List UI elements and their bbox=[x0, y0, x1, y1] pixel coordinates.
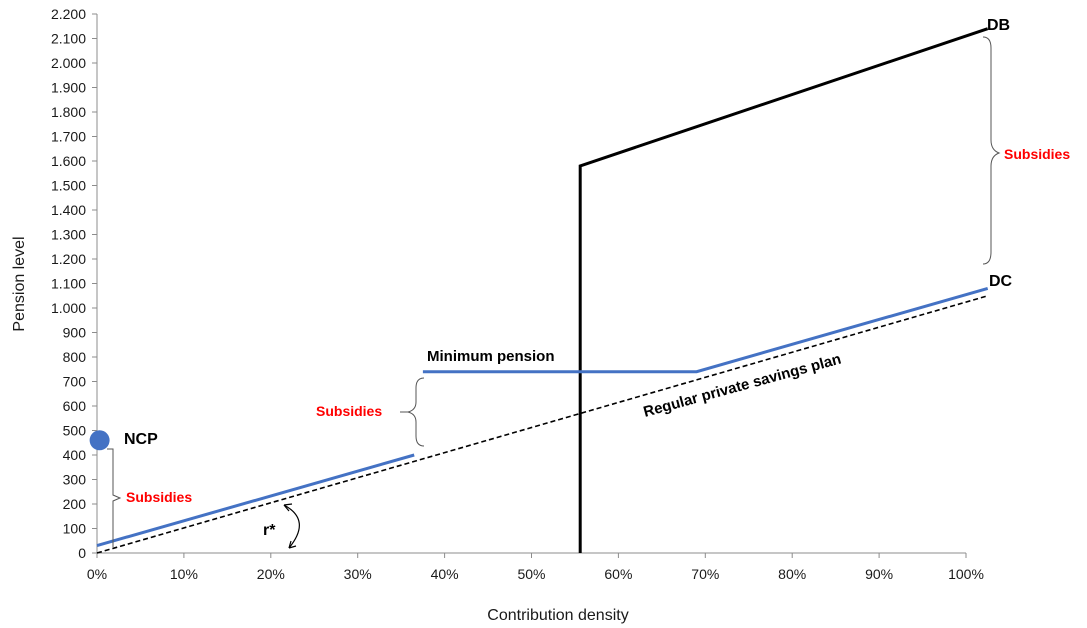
series-lines bbox=[89, 27, 989, 554]
x-tick-label: 60% bbox=[604, 566, 632, 582]
subsidies-ncp-label: Subsidies bbox=[126, 489, 192, 505]
annotations bbox=[107, 36, 1001, 549]
rate-arc-arrow-bottom bbox=[288, 540, 297, 549]
y-tick-label: 400 bbox=[63, 447, 87, 463]
series-line-dc bbox=[422, 286, 989, 374]
rate-arc-arrow-top bbox=[283, 503, 293, 512]
ncp-label: NCP bbox=[124, 431, 158, 448]
series-line-dc bbox=[96, 453, 415, 548]
subsidies-db-brace bbox=[982, 36, 1001, 265]
subsidies-min-label: Subsidies bbox=[316, 403, 382, 419]
x-tick-label: 80% bbox=[778, 566, 806, 582]
y-tick-label: 1.100 bbox=[51, 276, 86, 292]
series-line-regular-private-savings-plan bbox=[96, 295, 988, 554]
subsidies-min-brace bbox=[407, 377, 425, 447]
y-tick-label: 300 bbox=[63, 472, 87, 488]
subsidies-db-label: Subsidies bbox=[1004, 146, 1070, 162]
y-tick-label: 800 bbox=[63, 349, 87, 365]
y-tick-label: 700 bbox=[63, 374, 87, 390]
minimum-pension-label: Minimum pension bbox=[427, 348, 555, 365]
y-tick-label: 1.600 bbox=[51, 153, 86, 169]
y-tick-label: 1.900 bbox=[51, 80, 86, 96]
rate-label: r* bbox=[263, 522, 276, 539]
subsidies-ncp-brace bbox=[107, 448, 122, 547]
x-tick-label: 100% bbox=[948, 566, 984, 582]
ncp-point bbox=[89, 430, 110, 451]
y-tick-label: 500 bbox=[63, 423, 87, 439]
y-tick-label: 900 bbox=[63, 325, 87, 341]
dc-label: DC bbox=[989, 273, 1013, 290]
y-tick-label: 1.800 bbox=[51, 104, 86, 120]
x-tick-label: 70% bbox=[691, 566, 719, 582]
x-tick-label: 10% bbox=[170, 566, 198, 582]
db-label: DB bbox=[987, 17, 1010, 34]
axes bbox=[92, 13, 967, 558]
y-tick-label: 2.000 bbox=[51, 55, 86, 71]
y-tick-label: 1.200 bbox=[51, 251, 86, 267]
x-tick-label: 40% bbox=[431, 566, 459, 582]
regular-plan-label: Regular private savings plan bbox=[642, 351, 843, 421]
series-line-db bbox=[578, 27, 989, 553]
x-tick-label: 30% bbox=[344, 566, 372, 582]
y-tick-label: 1.300 bbox=[51, 227, 86, 243]
y-tick-label: 1.700 bbox=[51, 129, 86, 145]
rate-arc bbox=[283, 504, 300, 549]
x-tick-label: 90% bbox=[865, 566, 893, 582]
y-tick-label: 100 bbox=[63, 521, 87, 537]
y-axis-title: Pension level bbox=[11, 236, 28, 331]
x-tick-label: 50% bbox=[517, 566, 545, 582]
y-tick-label: 600 bbox=[63, 398, 87, 414]
y-tick-label: 200 bbox=[63, 496, 87, 512]
y-tick-label: 2.200 bbox=[51, 6, 86, 22]
y-tick-label: 1.000 bbox=[51, 300, 86, 316]
y-tick-label: 1.400 bbox=[51, 202, 86, 218]
y-tick-label: 2.100 bbox=[51, 31, 86, 47]
x-tick-label: 0% bbox=[87, 566, 107, 582]
y-tick-label: 1.500 bbox=[51, 178, 86, 194]
tick-labels: 0 100 200 300 400 500 600 700 800 900 1.000 1.100 1.… bbox=[51, 6, 984, 582]
x-tick-label: 20% bbox=[257, 566, 285, 582]
y-tick-label: 0 bbox=[78, 545, 86, 561]
x-axis-title: Contribution density bbox=[487, 607, 628, 624]
